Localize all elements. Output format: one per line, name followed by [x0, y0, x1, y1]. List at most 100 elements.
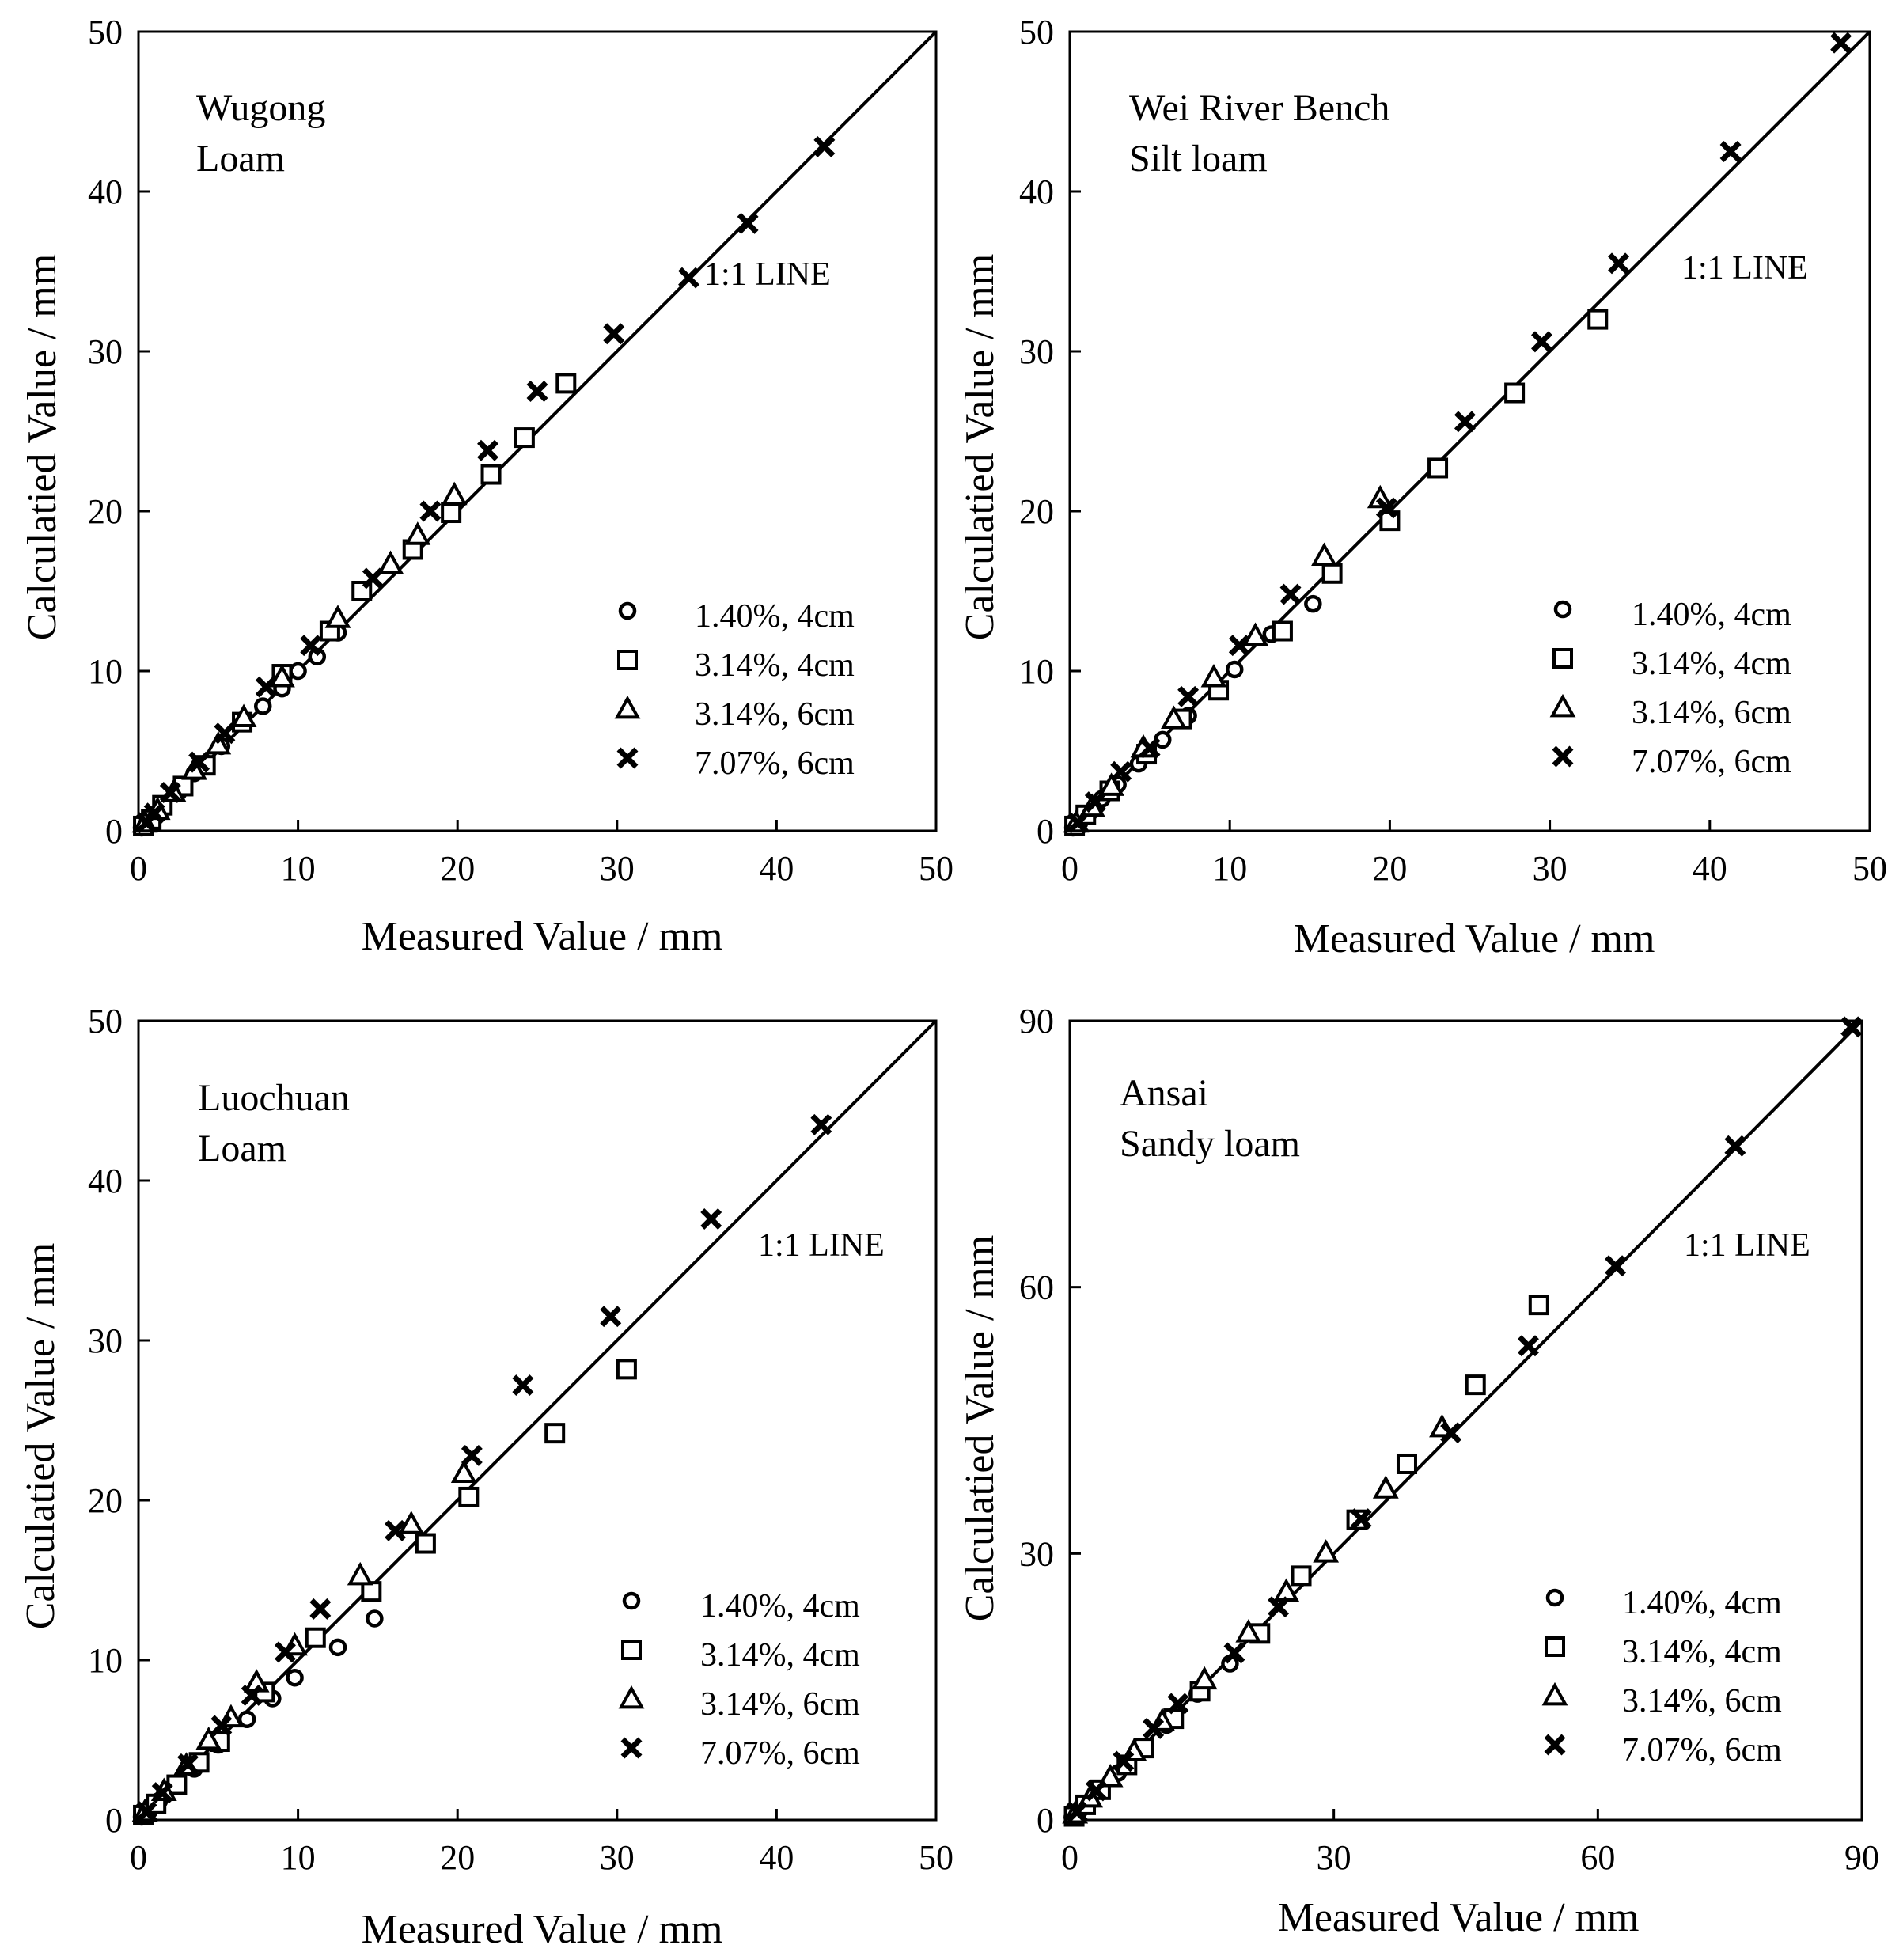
legend-label-4: 7.07%, 6cm — [695, 745, 855, 782]
cross-point — [1840, 1016, 1863, 1038]
y-axis-title: Calculatied Value / mm — [957, 254, 1003, 641]
circle-point — [1304, 594, 1322, 613]
triangle-point — [398, 1511, 425, 1534]
cross-point — [143, 802, 165, 825]
cross-point — [1139, 737, 1161, 759]
cross-point — [700, 1208, 722, 1230]
soil-type: Loam — [198, 1128, 286, 1170]
circle-point — [253, 697, 272, 715]
cross-point — [1830, 32, 1852, 54]
y-tick-label: 30 — [88, 1321, 123, 1360]
legend-label-3: 3.14%, 6cm — [695, 696, 855, 733]
x-axis-title: Measured Value / mm — [1278, 1895, 1640, 1940]
legend-triangle-icon — [1541, 1681, 1568, 1706]
triangle-point — [1161, 705, 1187, 729]
x-axis-title: Measured Value / mm — [362, 1907, 723, 1952]
y-tick-label: 10 — [1019, 652, 1054, 691]
cross-point — [1084, 791, 1106, 813]
x-tick-label: 0 — [130, 1838, 147, 1877]
panel-wei-river-bench: Wei River Bench Silt loam 1:1 LINE Measu… — [957, 87, 1808, 961]
reference-line-label: 1:1 LINE — [1681, 250, 1808, 286]
y-tick-label: 20 — [1019, 492, 1054, 531]
x-tick-label: 30 — [1533, 849, 1568, 888]
triangle-point — [195, 1726, 222, 1750]
legend-label-2: 3.14%, 4cm — [700, 1637, 860, 1674]
x-tick-label: 30 — [600, 1838, 635, 1877]
cross-point — [241, 1684, 263, 1706]
circle-point — [328, 1638, 347, 1657]
legend-square-icon — [621, 1640, 642, 1660]
legend-label-3: 3.14%, 6cm — [700, 1686, 860, 1723]
cross-point — [255, 676, 277, 698]
triangle-point — [1235, 1619, 1262, 1643]
legend-cross-icon — [1552, 745, 1574, 768]
y-tick-label: 40 — [1019, 172, 1054, 211]
x-tick-label: 90 — [1844, 1838, 1879, 1877]
cross-point — [362, 567, 384, 590]
cross-point — [678, 267, 699, 289]
series-cross — [135, 135, 836, 834]
circle-point — [289, 662, 307, 681]
series-cross — [1066, 1016, 1863, 1823]
one-to-one-line — [137, 30, 938, 832]
plot-frame — [1068, 30, 1871, 832]
x-tick-label: 10 — [281, 849, 316, 888]
square-point — [305, 1627, 326, 1648]
cross-point — [1440, 1422, 1462, 1444]
square-point — [361, 1581, 382, 1602]
cross-point — [813, 135, 836, 157]
y-tick-label: 10 — [88, 1641, 123, 1680]
x-tick-label: 20 — [440, 1838, 475, 1877]
cross-point — [1279, 583, 1302, 605]
circle-point — [366, 1609, 384, 1628]
triangle-point — [1191, 1666, 1218, 1690]
y-tick-label: 0 — [1037, 812, 1054, 851]
y-tick-label: 20 — [88, 492, 123, 531]
legend-square-icon — [617, 650, 638, 670]
square-point — [514, 427, 535, 449]
square-point — [1291, 1565, 1312, 1587]
triangle-point — [1313, 1539, 1340, 1563]
plot-frame — [137, 30, 938, 832]
cross-point — [1531, 331, 1552, 353]
x-tick-label: 50 — [919, 1838, 953, 1877]
cross-point — [1724, 1135, 1746, 1157]
triangle-point — [441, 481, 468, 506]
x-axis-title: Measured Value / mm — [362, 914, 723, 959]
triangle-point — [1372, 1475, 1399, 1499]
cross-point — [177, 1753, 199, 1775]
legend-label-1: 1.40%, 4cm — [1622, 1585, 1782, 1621]
x-tick-label: 50 — [919, 849, 953, 888]
soil-type: Silt loam — [1129, 138, 1268, 180]
square-point — [1465, 1374, 1486, 1396]
triangle-point — [1098, 772, 1124, 796]
cross-point — [737, 212, 759, 234]
cross-point — [810, 1113, 832, 1135]
chart-luochuan: 0 10 20 30 40 50 0 10 20 30 40 50 — [88, 1002, 953, 1877]
cross-point — [1454, 411, 1476, 433]
x-tick-label: 20 — [1372, 849, 1407, 888]
circle-point — [286, 1668, 304, 1687]
square-point — [458, 1486, 480, 1507]
y-axis-title: Calculatied Value / mm — [20, 254, 65, 641]
cross-point — [1110, 760, 1132, 783]
legend-circle-icon — [1553, 600, 1572, 619]
square-point — [555, 373, 577, 394]
cross-point — [1719, 141, 1742, 162]
cross-point — [159, 782, 181, 803]
cross-point — [188, 751, 210, 773]
legend-triangle-icon — [1549, 693, 1576, 718]
square-point — [544, 1423, 566, 1444]
square-point — [1427, 457, 1449, 479]
triangle-point — [1367, 484, 1393, 509]
plot-frame — [1068, 1019, 1863, 1822]
site-name: Luochuan — [198, 1077, 350, 1119]
cross-point — [603, 323, 625, 345]
cross-point — [477, 439, 498, 461]
cross-point — [600, 1306, 622, 1328]
x-tick-label: 10 — [281, 1838, 316, 1877]
y-tick-label: 40 — [88, 172, 123, 211]
triangle-point — [1242, 622, 1268, 646]
cross-point — [385, 1519, 407, 1541]
reference-line-label: 1:1 LINE — [1684, 1227, 1810, 1264]
